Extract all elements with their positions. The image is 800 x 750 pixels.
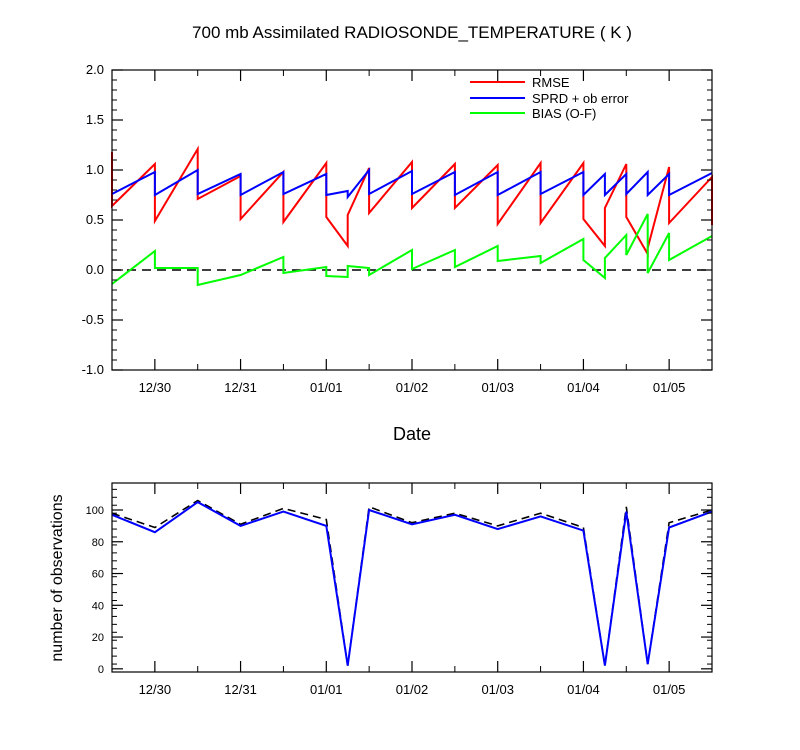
y-tick-label: 40 bbox=[92, 600, 104, 612]
y-tick-label: 60 bbox=[92, 569, 104, 581]
series-line-bias bbox=[111, 213, 713, 287]
x-tick-label: 01/03 bbox=[481, 682, 514, 697]
y-tick-label: 1.0 bbox=[86, 162, 104, 177]
x-tick-label: 01/05 bbox=[653, 682, 686, 697]
y-axis-label: number of observations bbox=[49, 494, 66, 661]
x-axis-label: Date bbox=[393, 424, 431, 444]
x-tick-label: 01/05 bbox=[653, 380, 686, 395]
y-tick-label: -1.0 bbox=[82, 362, 104, 377]
legend-label-sprd: SPRD + ob error bbox=[532, 91, 629, 106]
x-tick-label: 01/01 bbox=[310, 380, 343, 395]
plot-frame bbox=[111, 69, 713, 371]
x-tick-label: 01/02 bbox=[396, 682, 429, 697]
y-tick-label: 80 bbox=[92, 537, 104, 549]
x-tick-label: 01/04 bbox=[567, 380, 600, 395]
x-tick-label: 12/30 bbox=[139, 682, 172, 697]
y-tick-label: 2.0 bbox=[86, 62, 104, 77]
legend-label-bias: BIAS (O-F) bbox=[532, 106, 596, 121]
x-tick-label: 12/31 bbox=[224, 682, 257, 697]
x-tick-label: 01/03 bbox=[481, 380, 514, 395]
x-tick-label: 12/30 bbox=[139, 380, 172, 395]
y-tick-label: 0 bbox=[98, 664, 104, 676]
x-tick-label: 01/01 bbox=[310, 682, 343, 697]
series-line-obs_used bbox=[111, 500, 713, 666]
panel-1: 12/30 12/31 01/01 01/02 01/03 01/04 01/05 0 20 40… bbox=[86, 482, 713, 697]
chart-title: 700 mb Assimilated RADIOSONDE_TEMPERATUR… bbox=[192, 23, 632, 42]
legend-label-rmse: RMSE bbox=[532, 75, 570, 90]
panel-0: 12/30 12/31 01/01 01/02 01/03 01/04 01/05 -1.0 -… bbox=[82, 62, 713, 395]
y-tick-label: 100 bbox=[86, 505, 104, 517]
x-tick-label: 01/02 bbox=[396, 380, 429, 395]
x-tick-label: 01/04 bbox=[567, 682, 600, 697]
y-tick-label: 0.0 bbox=[86, 262, 104, 277]
plot-frame bbox=[111, 482, 713, 673]
y-tick-label: -0.5 bbox=[82, 312, 104, 327]
y-tick-label: 20 bbox=[92, 632, 104, 644]
y-tick-label: 1.5 bbox=[86, 112, 104, 127]
series-line-sprd bbox=[111, 167, 713, 200]
x-tick-label: 12/31 bbox=[224, 380, 257, 395]
legend: RMSE SPRD + ob error BIAS (O-F) bbox=[470, 75, 629, 121]
series-line-rmse bbox=[111, 145, 713, 258]
y-tick-label: 0.5 bbox=[86, 212, 104, 227]
